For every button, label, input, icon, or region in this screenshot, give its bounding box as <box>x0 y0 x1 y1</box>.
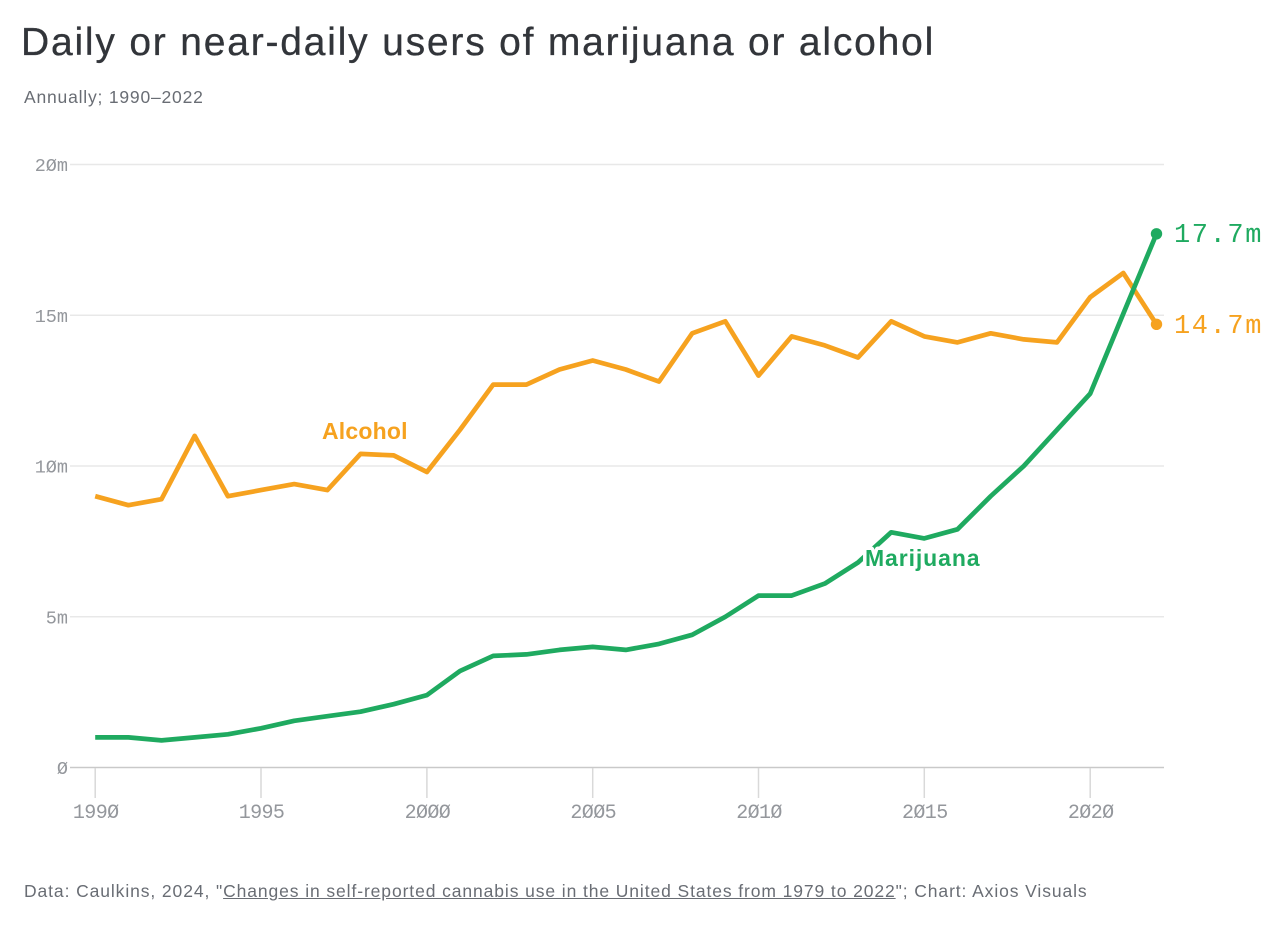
svg-text:2Øm: 2Øm <box>35 156 68 177</box>
svg-text:1995: 1995 <box>239 802 285 825</box>
svg-text:1Øm: 1Øm <box>35 458 68 479</box>
svg-text:Ø: Ø <box>57 759 68 780</box>
svg-text:14.7m: 14.7m <box>1174 312 1263 342</box>
svg-text:5m: 5m <box>46 609 68 630</box>
svg-text:Alcohol: Alcohol <box>322 418 408 444</box>
svg-text:2ØØ5: 2ØØ5 <box>570 802 616 825</box>
svg-text:2Ø15: 2Ø15 <box>902 802 948 825</box>
svg-text:15m: 15m <box>35 307 68 328</box>
svg-text:2ØØØ: 2ØØØ <box>405 802 451 825</box>
svg-text:Marijuana: Marijuana <box>865 545 980 571</box>
svg-text:2Ø2Ø: 2Ø2Ø <box>1068 802 1114 825</box>
svg-text:2Ø1Ø: 2Ø1Ø <box>736 802 782 825</box>
svg-text:199Ø: 199Ø <box>73 802 119 825</box>
svg-text:17.7m: 17.7m <box>1174 221 1263 251</box>
